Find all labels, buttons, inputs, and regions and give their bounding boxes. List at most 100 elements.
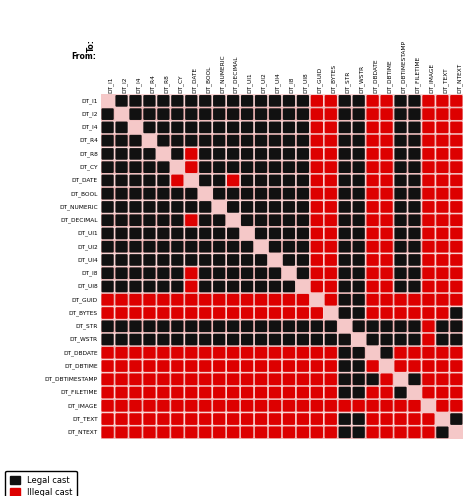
FancyBboxPatch shape	[116, 267, 128, 279]
FancyBboxPatch shape	[102, 320, 114, 332]
FancyBboxPatch shape	[269, 135, 281, 146]
FancyBboxPatch shape	[227, 400, 239, 412]
FancyBboxPatch shape	[311, 347, 323, 359]
FancyBboxPatch shape	[409, 228, 421, 239]
FancyBboxPatch shape	[241, 201, 253, 213]
FancyBboxPatch shape	[199, 108, 212, 120]
FancyBboxPatch shape	[352, 254, 365, 266]
FancyBboxPatch shape	[436, 161, 448, 173]
FancyBboxPatch shape	[366, 400, 379, 412]
FancyBboxPatch shape	[339, 228, 351, 239]
FancyBboxPatch shape	[366, 281, 379, 292]
FancyBboxPatch shape	[436, 373, 448, 385]
Bar	[101, 426, 463, 439]
FancyBboxPatch shape	[241, 135, 253, 146]
FancyBboxPatch shape	[311, 413, 323, 425]
FancyBboxPatch shape	[116, 307, 128, 319]
FancyBboxPatch shape	[325, 161, 337, 173]
Bar	[449, 426, 463, 439]
FancyBboxPatch shape	[366, 254, 379, 266]
FancyBboxPatch shape	[325, 95, 337, 107]
FancyBboxPatch shape	[450, 320, 462, 332]
FancyBboxPatch shape	[395, 122, 407, 133]
FancyBboxPatch shape	[157, 413, 169, 425]
FancyBboxPatch shape	[422, 161, 435, 173]
FancyBboxPatch shape	[380, 413, 393, 425]
FancyBboxPatch shape	[102, 360, 114, 372]
FancyBboxPatch shape	[213, 294, 225, 306]
FancyBboxPatch shape	[157, 334, 169, 345]
FancyBboxPatch shape	[422, 201, 435, 213]
FancyBboxPatch shape	[325, 175, 337, 186]
FancyBboxPatch shape	[157, 307, 169, 319]
FancyBboxPatch shape	[409, 307, 421, 319]
FancyBboxPatch shape	[380, 161, 393, 173]
FancyBboxPatch shape	[269, 122, 281, 133]
FancyBboxPatch shape	[269, 108, 281, 120]
Bar	[101, 386, 463, 399]
FancyBboxPatch shape	[311, 214, 323, 226]
FancyBboxPatch shape	[143, 161, 155, 173]
FancyBboxPatch shape	[352, 108, 365, 120]
FancyBboxPatch shape	[366, 373, 379, 385]
FancyBboxPatch shape	[339, 334, 351, 345]
FancyBboxPatch shape	[352, 400, 365, 412]
FancyBboxPatch shape	[352, 148, 365, 160]
FancyBboxPatch shape	[380, 108, 393, 120]
FancyBboxPatch shape	[325, 387, 337, 398]
Bar	[101, 253, 463, 266]
FancyBboxPatch shape	[213, 427, 225, 438]
FancyBboxPatch shape	[339, 241, 351, 252]
FancyBboxPatch shape	[241, 214, 253, 226]
FancyBboxPatch shape	[227, 95, 239, 107]
FancyBboxPatch shape	[255, 188, 267, 199]
FancyBboxPatch shape	[422, 373, 435, 385]
FancyBboxPatch shape	[380, 122, 393, 133]
FancyBboxPatch shape	[213, 161, 225, 173]
FancyBboxPatch shape	[395, 267, 407, 279]
FancyBboxPatch shape	[450, 307, 462, 319]
Legend: Legal cast, Illegal cast: Legal cast, Illegal cast	[5, 471, 77, 496]
FancyBboxPatch shape	[409, 148, 421, 160]
Bar	[352, 333, 366, 346]
FancyBboxPatch shape	[157, 387, 169, 398]
FancyBboxPatch shape	[185, 122, 197, 133]
FancyBboxPatch shape	[143, 387, 155, 398]
FancyBboxPatch shape	[380, 267, 393, 279]
FancyBboxPatch shape	[143, 294, 155, 306]
FancyBboxPatch shape	[185, 347, 197, 359]
FancyBboxPatch shape	[213, 135, 225, 146]
FancyBboxPatch shape	[269, 281, 281, 292]
FancyBboxPatch shape	[255, 254, 267, 266]
FancyBboxPatch shape	[255, 281, 267, 292]
FancyBboxPatch shape	[102, 175, 114, 186]
FancyBboxPatch shape	[157, 122, 169, 133]
FancyBboxPatch shape	[339, 201, 351, 213]
FancyBboxPatch shape	[422, 95, 435, 107]
FancyBboxPatch shape	[102, 373, 114, 385]
FancyBboxPatch shape	[171, 175, 183, 186]
FancyBboxPatch shape	[129, 201, 142, 213]
FancyBboxPatch shape	[255, 228, 267, 239]
FancyBboxPatch shape	[283, 307, 295, 319]
FancyBboxPatch shape	[255, 95, 267, 107]
FancyBboxPatch shape	[241, 387, 253, 398]
FancyBboxPatch shape	[255, 320, 267, 332]
FancyBboxPatch shape	[227, 307, 239, 319]
FancyBboxPatch shape	[185, 294, 197, 306]
FancyBboxPatch shape	[185, 360, 197, 372]
FancyBboxPatch shape	[409, 281, 421, 292]
Bar	[101, 266, 463, 280]
FancyBboxPatch shape	[241, 254, 253, 266]
FancyBboxPatch shape	[366, 175, 379, 186]
FancyBboxPatch shape	[171, 400, 183, 412]
FancyBboxPatch shape	[395, 427, 407, 438]
FancyBboxPatch shape	[129, 148, 142, 160]
FancyBboxPatch shape	[395, 360, 407, 372]
Bar	[101, 108, 463, 121]
FancyBboxPatch shape	[436, 201, 448, 213]
FancyBboxPatch shape	[283, 122, 295, 133]
FancyBboxPatch shape	[241, 95, 253, 107]
FancyBboxPatch shape	[116, 95, 128, 107]
FancyBboxPatch shape	[102, 281, 114, 292]
